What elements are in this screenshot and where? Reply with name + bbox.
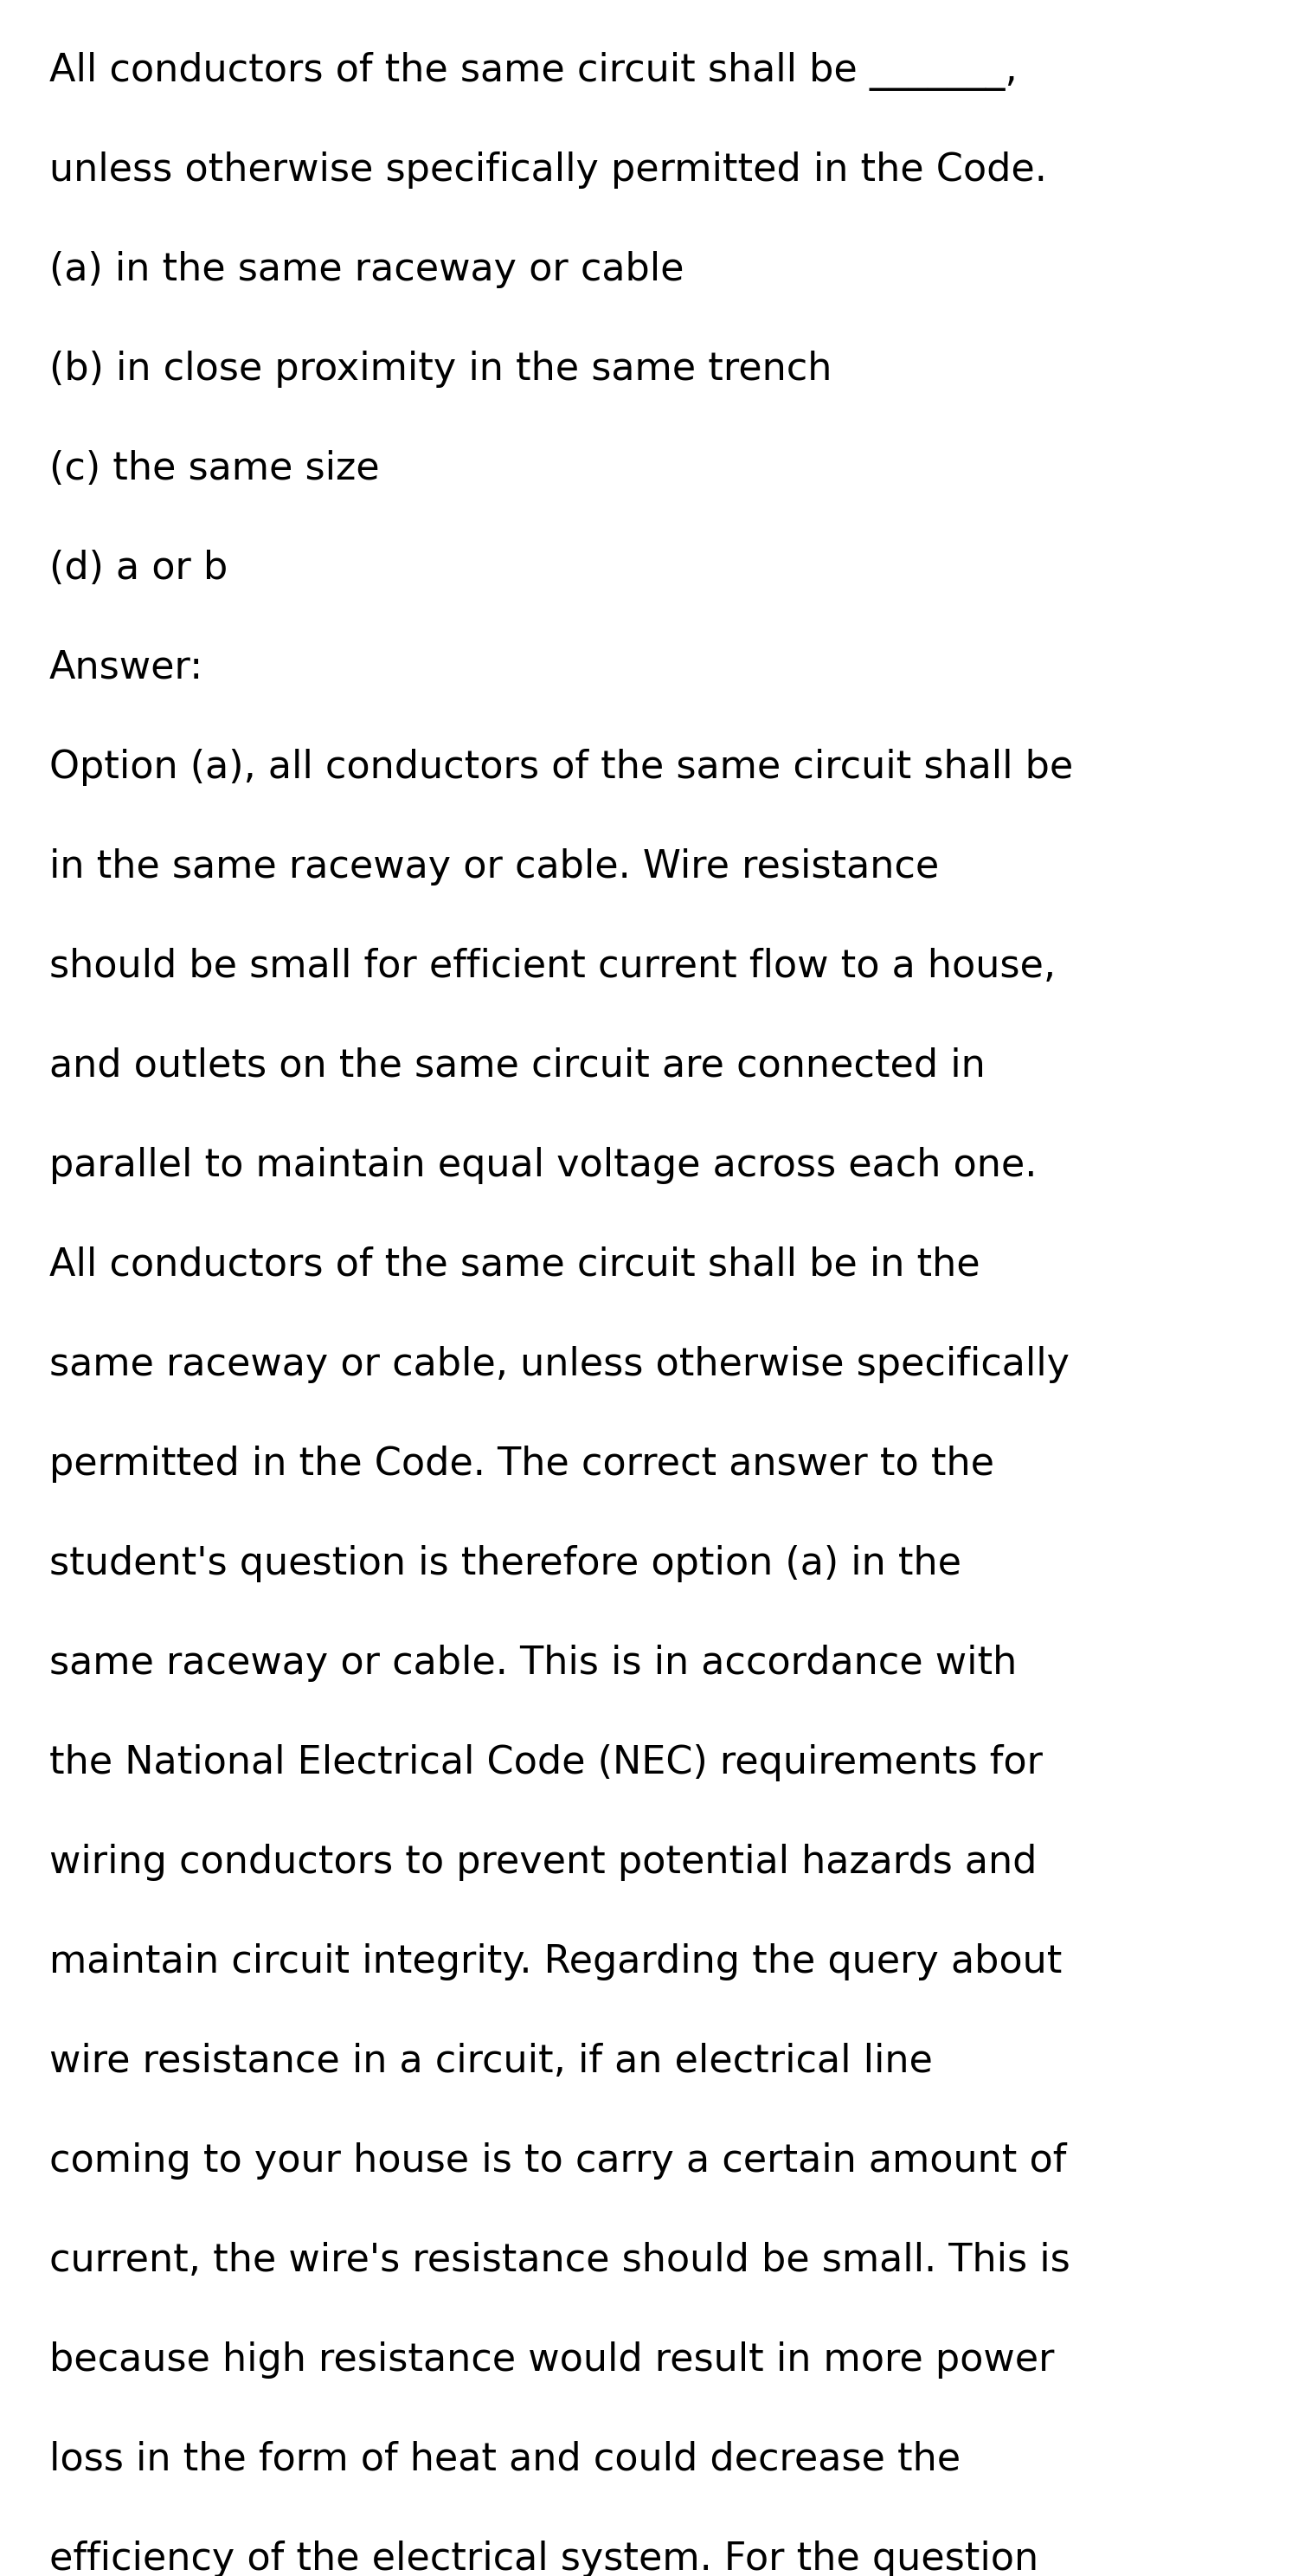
Text: wiring conductors to prevent potential hazards and: wiring conductors to prevent potential h…	[49, 1844, 1037, 1880]
Text: unless otherwise specifically permitted in the Code.: unless otherwise specifically permitted …	[49, 152, 1047, 188]
Text: student's question is therefore option (a) in the: student's question is therefore option (…	[49, 1546, 962, 1582]
Text: because high resistance would result in more power: because high resistance would result in …	[49, 2342, 1054, 2378]
Text: current, the wire's resistance should be small. This is: current, the wire's resistance should be…	[49, 2241, 1070, 2280]
Text: parallel to maintain equal voltage across each one.: parallel to maintain equal voltage acros…	[49, 1146, 1037, 1185]
Text: maintain circuit integrity. Regarding the query about: maintain circuit integrity. Regarding th…	[49, 1942, 1062, 1981]
Text: Option (a), all conductors of the same circuit shall be: Option (a), all conductors of the same c…	[49, 750, 1073, 786]
Text: (c) the same size: (c) the same size	[49, 451, 379, 487]
Text: Answer:: Answer:	[49, 649, 204, 685]
Text: same raceway or cable. This is in accordance with: same raceway or cable. This is in accord…	[49, 1643, 1018, 1682]
Text: the National Electrical Code (NEC) requirements for: the National Electrical Code (NEC) requi…	[49, 1744, 1042, 1783]
Text: in the same raceway or cable. Wire resistance: in the same raceway or cable. Wire resis…	[49, 848, 938, 886]
Text: All conductors of the same circuit shall be _______,: All conductors of the same circuit shall…	[49, 52, 1018, 90]
Text: (d) a or b: (d) a or b	[49, 549, 228, 587]
Text: loss in the form of heat and could decrease the: loss in the form of heat and could decre…	[49, 2442, 961, 2478]
Text: wire resistance in a circuit, if an electrical line: wire resistance in a circuit, if an elec…	[49, 2043, 933, 2079]
Text: permitted in the Code. The correct answer to the: permitted in the Code. The correct answe…	[49, 1445, 994, 1484]
Text: (b) in close proximity in the same trench: (b) in close proximity in the same trenc…	[49, 350, 832, 389]
Text: should be small for efficient current flow to a house,: should be small for efficient current fl…	[49, 948, 1055, 984]
Text: same raceway or cable, unless otherwise specifically: same raceway or cable, unless otherwise …	[49, 1347, 1070, 1383]
Text: All conductors of the same circuit shall be in the: All conductors of the same circuit shall…	[49, 1247, 980, 1283]
Text: efficiency of the electrical system. For the question: efficiency of the electrical system. For…	[49, 2540, 1038, 2576]
Text: and outlets on the same circuit are connected in: and outlets on the same circuit are conn…	[49, 1048, 985, 1084]
Text: (a) in the same raceway or cable: (a) in the same raceway or cable	[49, 250, 684, 289]
Text: coming to your house is to carry a certain amount of: coming to your house is to carry a certa…	[49, 2143, 1067, 2179]
